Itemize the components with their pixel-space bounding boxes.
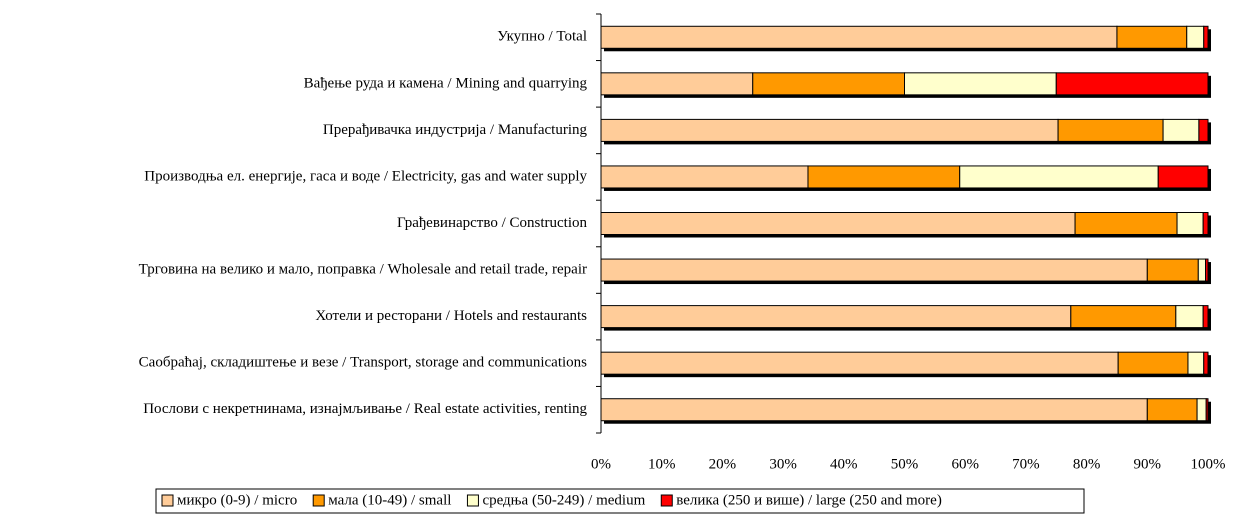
legend-box (155, 488, 1085, 514)
legend-label: велика (250 и више) / large (250 and mor… (676, 492, 942, 508)
category-label: Производња ел. енергије, гаса и воде / E… (144, 168, 587, 184)
bar-segment (1146, 258, 1199, 282)
bar-segment (1198, 118, 1209, 142)
legend-swatch (660, 494, 673, 507)
bar-segment (1175, 305, 1204, 329)
bar-segment (1117, 351, 1189, 375)
bar-segment (1202, 305, 1209, 329)
bar-segment (1203, 25, 1209, 49)
x-tick-label: 80% (1073, 456, 1101, 472)
category-label: Саобраћај, складиштење и везе / Transpor… (139, 355, 587, 371)
bar-segment (1202, 212, 1209, 235)
bar-segment (600, 212, 1076, 235)
bar-segment (600, 25, 1118, 49)
category-label: Прерађивачка индустрија / Manufacturing (323, 122, 588, 138)
bar-segment (1176, 212, 1204, 235)
bar-segment (600, 398, 1148, 422)
x-tick-label: 10% (648, 456, 676, 472)
bar-segment (1074, 212, 1178, 235)
legend-swatch (312, 494, 325, 507)
bar-segment (600, 165, 809, 189)
category-label: Хотели и ресторани / Hotels and restaura… (315, 308, 587, 324)
bar-segment (1203, 351, 1209, 375)
bar-segment (1070, 305, 1177, 329)
bar-segment (1205, 398, 1209, 422)
bar-segment (600, 351, 1119, 375)
x-tick-label: 60% (951, 456, 979, 472)
legend-label: микро (0-9) / micro (177, 492, 297, 508)
category-label: Вађење руда и камена / Mining and quarry… (304, 75, 588, 91)
category-label: Трговина на велико и мало, поправка / Wh… (139, 261, 587, 277)
bar-segment (1162, 118, 1200, 142)
x-tick-label: 90% (1134, 456, 1162, 472)
bar-segment (904, 72, 1057, 96)
bar-segment (600, 72, 754, 96)
category-label: Грађевинарство / Construction (397, 215, 587, 231)
x-tick-label: 0% (591, 456, 611, 472)
bar-segment (752, 72, 905, 96)
x-tick-label: 30% (769, 456, 797, 472)
bar-segment (1055, 72, 1209, 96)
legend-swatch (161, 494, 174, 507)
bar-segment (1146, 398, 1198, 422)
bar-segment (1186, 25, 1205, 49)
bar-segment (600, 258, 1148, 282)
bar-segment (1197, 258, 1207, 282)
bar-segment (1057, 118, 1164, 142)
category-label: Укупно / Total (497, 29, 587, 45)
bar-segment (807, 165, 961, 189)
legend-swatch (466, 494, 479, 507)
bar-segment (1157, 165, 1209, 189)
bar-segment (600, 305, 1072, 329)
x-tick-label: 40% (830, 456, 858, 472)
bar-segment (1116, 25, 1188, 49)
category-label: Послови с некретнинама, изнајмљивање / R… (143, 401, 587, 417)
legend-label: мала (10-49) / small (328, 492, 451, 508)
bar-segment (600, 118, 1059, 142)
x-tick-label: 70% (1012, 456, 1040, 472)
bar-segment (1205, 258, 1209, 282)
x-tick-label: 50% (891, 456, 919, 472)
bar-segment (959, 165, 1159, 189)
x-tick-label: 100% (1191, 456, 1226, 472)
x-tick-label: 20% (709, 456, 737, 472)
bar-segment (1187, 351, 1205, 375)
legend-label: средња (50-249) / medium (482, 492, 645, 508)
bar-segment (1196, 398, 1207, 422)
